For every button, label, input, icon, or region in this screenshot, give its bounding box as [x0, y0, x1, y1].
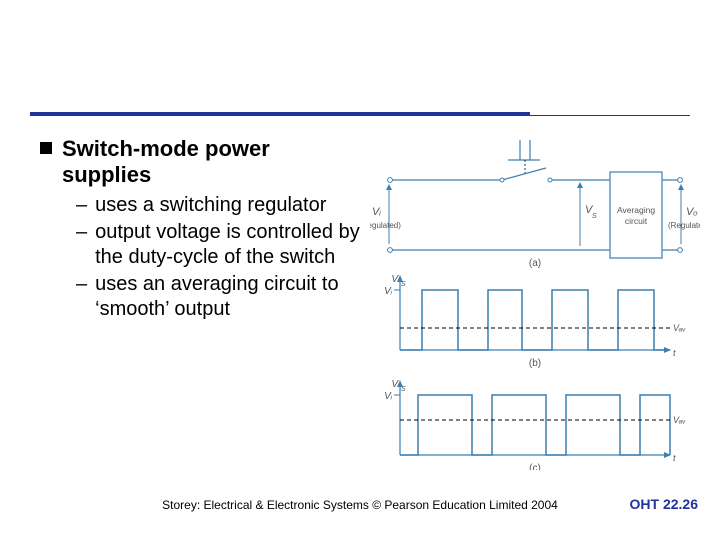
bullet-text: output voltage is controlled by the duty…: [95, 220, 360, 270]
list-item: – uses an averaging circuit to ‘smooth’ …: [76, 272, 360, 322]
svg-text:S: S: [401, 386, 406, 393]
svg-text:Vₐᵥ: Vₐᵥ: [673, 323, 686, 333]
svg-text:circuit: circuit: [625, 216, 648, 226]
svg-text:(Regulated): (Regulated): [668, 221, 700, 230]
svg-text:Vᵢ: Vᵢ: [384, 286, 393, 297]
body-text: Switch-mode power supplies – uses a swit…: [40, 136, 360, 324]
list-item: – uses a switching regulator: [76, 193, 360, 218]
bullet-list: – uses a switching regulator – output vo…: [76, 193, 360, 322]
svg-text:(b): (b): [529, 358, 541, 369]
heading-row: Switch-mode power supplies: [40, 136, 360, 189]
heading: Switch-mode power supplies: [62, 136, 360, 189]
svg-text:t: t: [673, 453, 676, 463]
svg-text:(c): (c): [529, 463, 541, 470]
footer-credit: Storey: Electrical & Electronic Systems …: [0, 498, 720, 512]
svg-text:S: S: [592, 213, 597, 220]
square-bullet-icon: [40, 142, 52, 154]
list-item: – output voltage is controlled by the du…: [76, 220, 360, 270]
diagram-figure: VSAveragingcircuitVᵢ(Unregulated)Vₒ(Regu…: [370, 130, 700, 470]
bullet-text: uses a switching regulator: [95, 193, 326, 218]
svg-text:Vₐᵥ: Vₐᵥ: [673, 415, 686, 425]
bullet-text: uses an averaging circuit to ‘smooth’ ou…: [95, 272, 360, 322]
footer-page-number: OHT 22.26: [630, 496, 698, 512]
svg-text:Vᵢ: Vᵢ: [372, 206, 381, 218]
svg-text:Averaging: Averaging: [617, 205, 655, 215]
rule-thick: [30, 112, 530, 116]
slide: Switch-mode power supplies – uses a swit…: [0, 0, 720, 540]
svg-text:Vₒ: Vₒ: [686, 206, 698, 218]
svg-text:(a): (a): [529, 258, 541, 269]
svg-text:t: t: [673, 348, 676, 358]
dash-icon: –: [76, 220, 87, 245]
dash-icon: –: [76, 272, 87, 297]
rule-thin: [530, 115, 690, 116]
svg-text:S: S: [401, 281, 406, 288]
svg-text:Vᵢ: Vᵢ: [384, 391, 393, 402]
svg-text:(Unregulated): (Unregulated): [370, 221, 401, 230]
dash-icon: –: [76, 193, 87, 218]
